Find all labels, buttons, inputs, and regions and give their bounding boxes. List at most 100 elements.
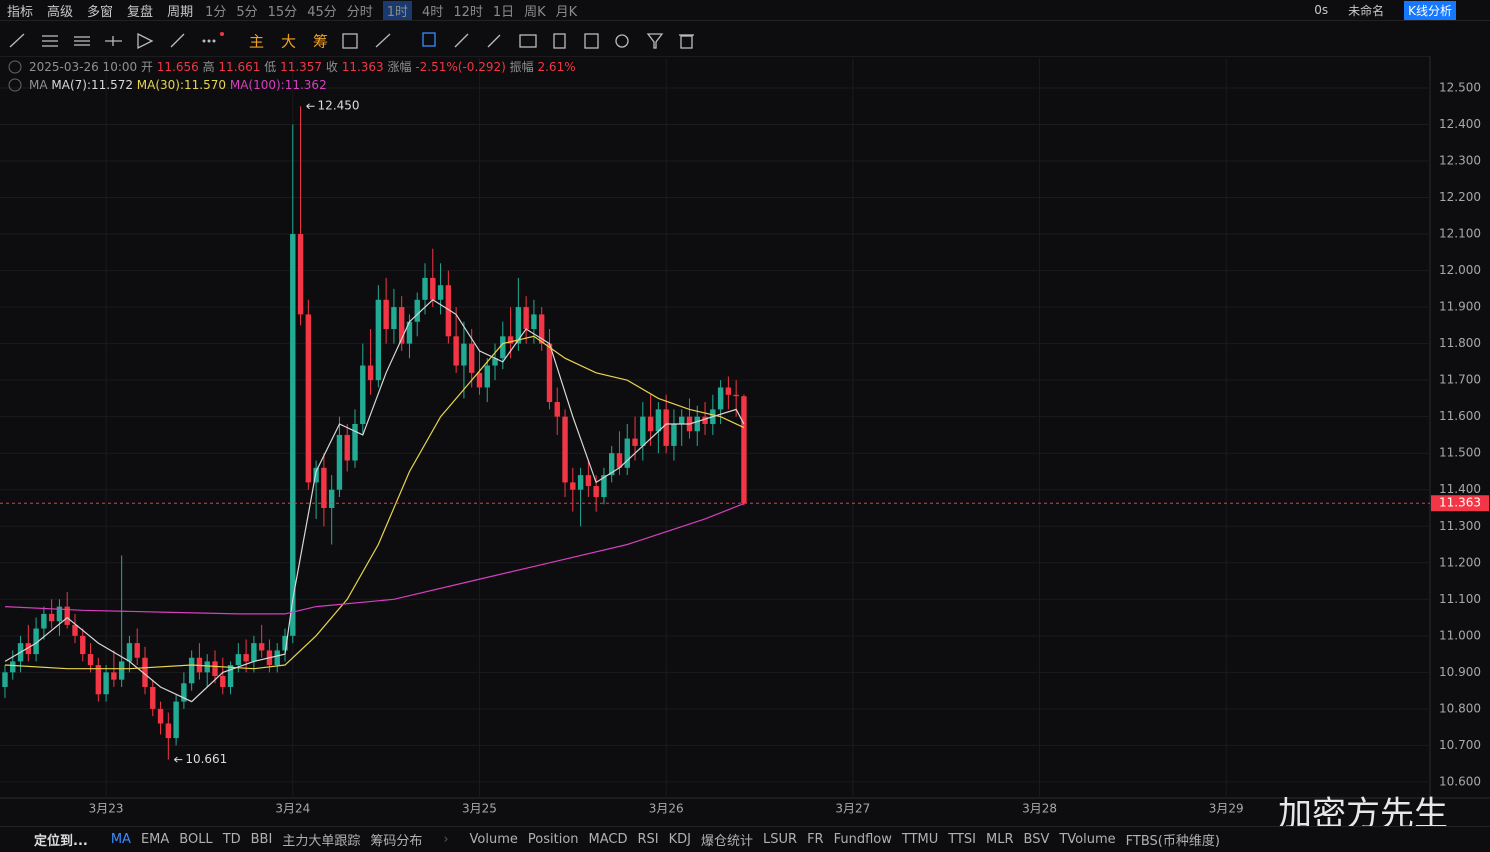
sub-indicator[interactable]: 爆仓统计 <box>701 834 754 849</box>
field-label: 振幅 <box>510 59 538 74</box>
main-indicator[interactable]: EMA <box>140 832 170 847</box>
locate-button[interactable]: 定位到... <box>34 834 88 849</box>
y-tick-label: 12.500 <box>1439 80 1481 94</box>
candle-body <box>64 606 70 625</box>
period-button[interactable]: 周K <box>524 4 546 20</box>
last-price-box <box>1431 495 1489 512</box>
sub-indicator[interactable]: Position <box>527 832 579 847</box>
candle-body <box>72 624 78 636</box>
y-tick-label: 11.600 <box>1439 409 1481 423</box>
period-button[interactable]: 1日 <box>492 4 515 20</box>
sub-indicator[interactable]: TVolume <box>1059 832 1116 847</box>
candle-body <box>445 285 452 337</box>
candle-body <box>150 686 156 709</box>
candle-body <box>305 314 312 483</box>
candle-body <box>453 336 459 366</box>
sub-indicator[interactable]: MLR <box>986 832 1014 847</box>
candle-body <box>367 365 374 381</box>
candle-body <box>56 606 63 622</box>
analysis-button[interactable]: K线分析 <box>1404 0 1456 20</box>
candle-body <box>2 672 8 687</box>
candle-body <box>80 635 86 655</box>
candle-body <box>375 299 382 381</box>
candle-body <box>624 438 630 468</box>
annotation-label: 10.661 <box>185 752 227 766</box>
y-tick-label: 10.600 <box>1439 774 1481 788</box>
menu-item[interactable]: 指标 <box>7 4 34 20</box>
sub-indicator[interactable]: KDJ <box>668 832 691 847</box>
field-value: 11.656 <box>157 60 203 74</box>
main-indicator[interactable]: BOLL <box>179 832 213 847</box>
period-button[interactable]: 分时 <box>346 4 373 20</box>
field-label: 收 <box>326 60 342 74</box>
period-button[interactable]: 1分 <box>205 4 227 20</box>
menu-item[interactable]: 高级 <box>47 4 74 20</box>
sub-indicator[interactable]: RSI <box>637 832 659 847</box>
sub-indicator[interactable]: LSUR <box>763 832 798 847</box>
candle-body <box>87 654 94 666</box>
period-button[interactable]: 4时 <box>422 4 444 20</box>
candle-body <box>468 343 475 373</box>
main-indicator[interactable]: BBI <box>250 832 273 847</box>
candle-body <box>414 299 420 322</box>
toolbar-item[interactable]: 未命名 <box>1348 3 1385 18</box>
candle-body <box>118 661 125 680</box>
field-value: 11.363 <box>342 60 388 74</box>
sub-indicator[interactable]: Fundflow <box>833 832 892 847</box>
period-button[interactable]: 5分 <box>236 4 258 20</box>
candle-body <box>406 321 413 344</box>
candle-body <box>476 372 483 388</box>
toolbar-item[interactable]: 0s <box>1314 3 1329 17</box>
price-axis-bg <box>1430 56 1490 826</box>
candle-body <box>212 661 218 677</box>
candle-body <box>398 307 405 344</box>
sub-indicator[interactable]: TTSI <box>948 832 976 847</box>
sub-indicator[interactable]: Volume <box>469 832 518 847</box>
sub-indicator[interactable]: FR <box>807 832 824 847</box>
candle-body <box>274 650 280 666</box>
sub-indicator[interactable]: MACD <box>588 832 628 847</box>
menu-item[interactable]: 多窗 <box>87 4 114 20</box>
sub-indicator[interactable]: TTMU <box>901 832 939 847</box>
drawing-toolbar: 主大筹 <box>0 32 1490 57</box>
period-menu[interactable]: 周期 <box>167 4 194 20</box>
x-tick-label: 3月27 <box>835 802 870 816</box>
sub-indicator[interactable]: BSV <box>1023 832 1050 847</box>
main-indicator[interactable]: 筹码分布 <box>370 834 423 849</box>
candle-body <box>546 343 553 403</box>
field-value: 2.61% <box>537 60 575 74</box>
candle-body <box>484 365 490 388</box>
ma-legend: MA MA(7):11.572 MA(30):11.570 MA(100):11… <box>29 78 327 92</box>
indicator-shortcut: 筹 <box>313 33 328 51</box>
sub-indicator[interactable]: FTBS(币种维度) <box>1125 834 1220 849</box>
candle-body <box>235 654 242 666</box>
candle-body <box>360 365 366 424</box>
period-button[interactable]: 15分 <box>267 4 298 20</box>
candle-body <box>220 676 226 687</box>
period-button[interactable]: 月K <box>555 4 578 20</box>
period-button[interactable]: 12时 <box>453 4 483 20</box>
candle-body <box>679 416 685 424</box>
field-label: 低 <box>264 60 280 74</box>
legend-entry: MA(7):11.572 <box>51 78 136 92</box>
main-indicator[interactable]: MA <box>110 832 131 847</box>
main-indicator[interactable]: TD <box>222 832 241 847</box>
period-button[interactable]: 45分 <box>307 4 337 20</box>
candle-body <box>336 434 343 490</box>
candle-body <box>717 387 724 410</box>
candle-body <box>647 416 654 432</box>
main-indicator[interactable]: 主力大单跟踪 <box>282 834 361 849</box>
candle-body <box>422 277 428 300</box>
watermark: 加密方先生 <box>1278 795 1448 827</box>
candle-body <box>492 358 498 366</box>
candle-body <box>173 701 179 739</box>
menu-item[interactable]: 复盘 <box>127 4 154 20</box>
candle-body <box>515 307 522 344</box>
candle-body <box>103 672 109 695</box>
period-button[interactable]: 1时 <box>382 0 413 20</box>
x-tick-label: 3月25 <box>462 802 497 816</box>
y-tick-label: 10.700 <box>1439 738 1481 752</box>
separator: › <box>443 832 449 847</box>
y-tick-label: 12.100 <box>1439 227 1481 241</box>
